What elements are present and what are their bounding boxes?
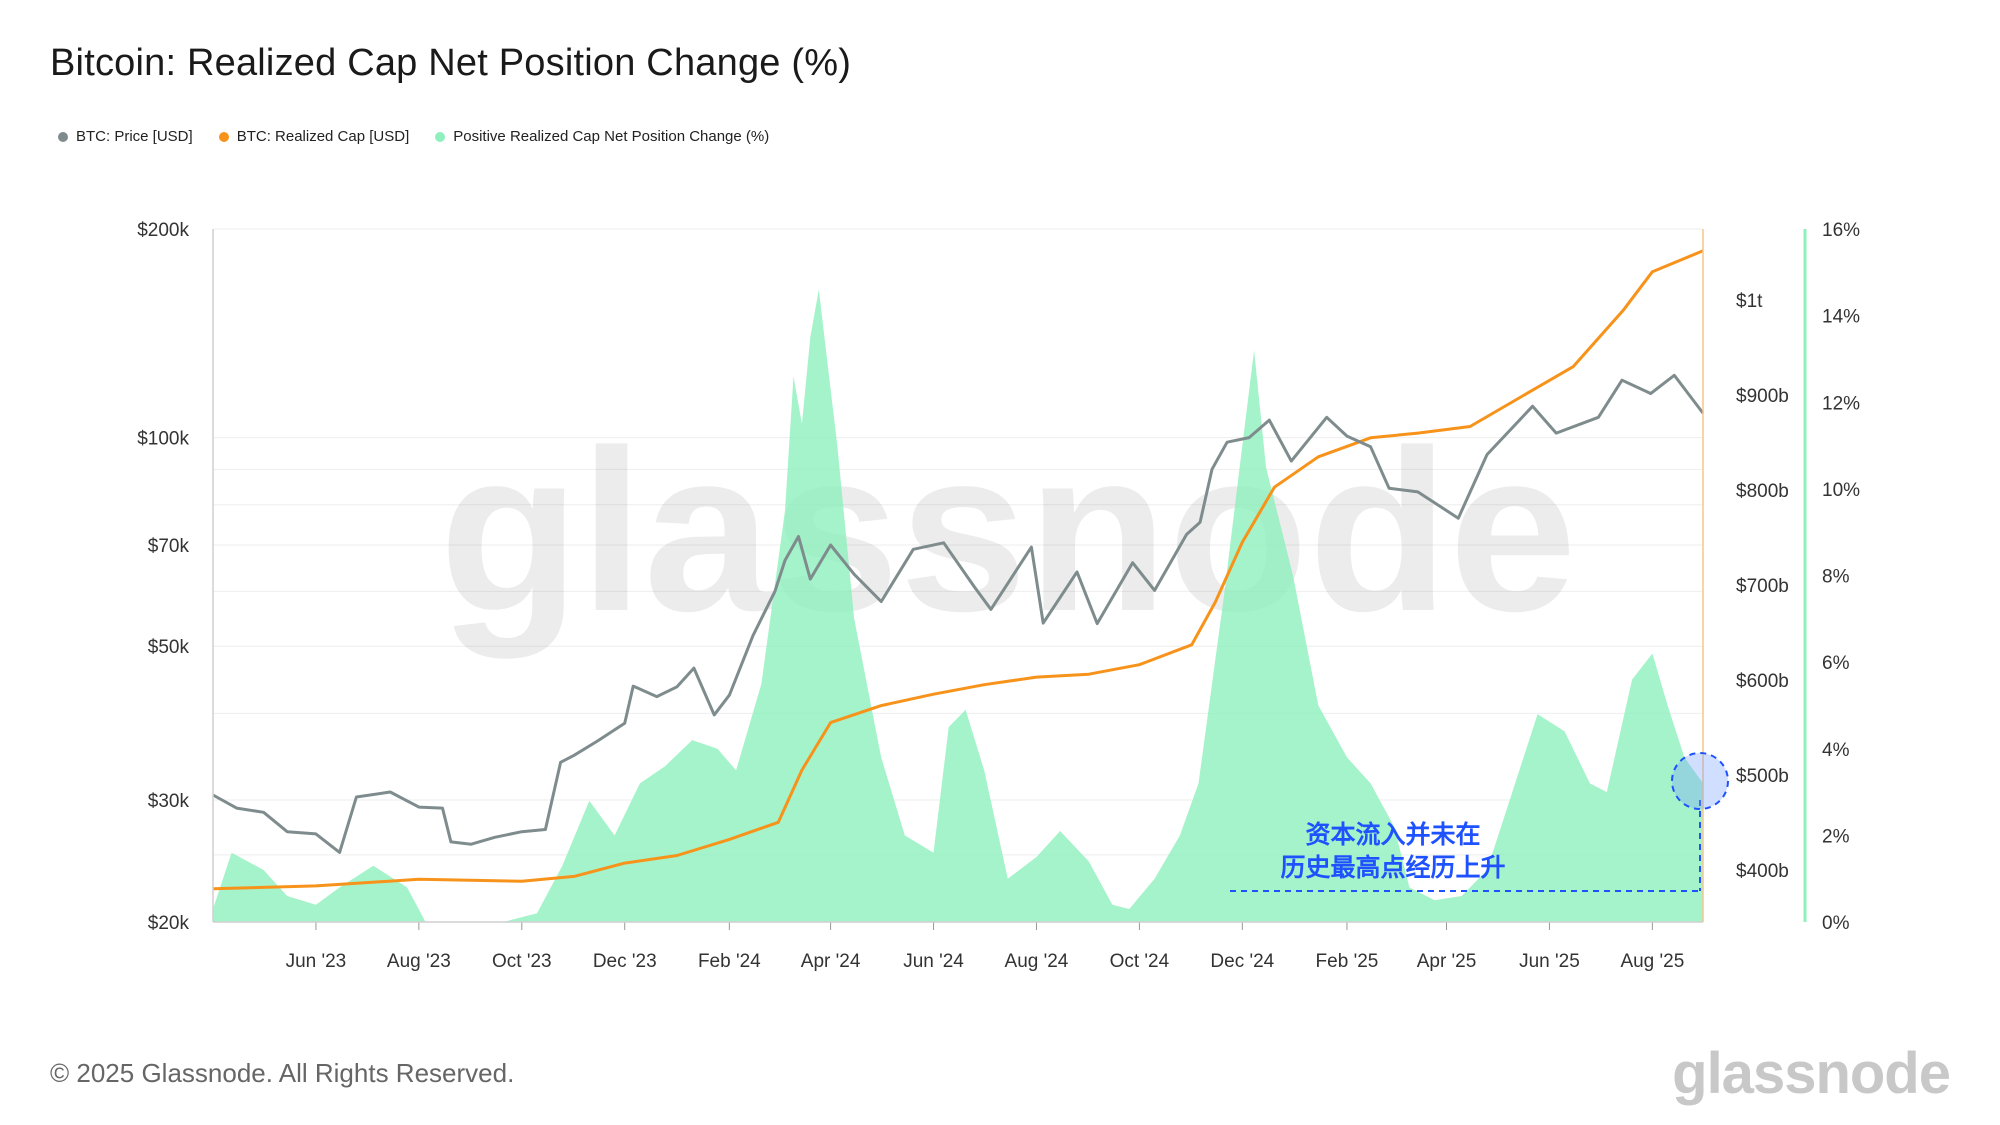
left-axis-tick-label: $20k	[148, 913, 190, 934]
x-axis-tick-label: Jun '24	[903, 951, 964, 972]
right-axis-percent-tick-label: 6%	[1822, 653, 1850, 674]
right-axis-percent-tick-label: 10%	[1822, 480, 1860, 501]
legend-marker-realized-cap	[218, 131, 229, 142]
legend-item-realized-cap[interactable]: BTC: Realized Cap [USD]	[218, 128, 410, 145]
right-axis-percent-tick-label: 2%	[1822, 826, 1850, 847]
right-axis-cap-tick-label: $800b	[1736, 481, 1789, 502]
annotation-line2: 历史最高点经历上升	[1280, 853, 1505, 882]
left-axis-tick-label: $100k	[137, 429, 189, 450]
x-axis-tick-label: Oct '23	[492, 951, 552, 972]
series-line-realized-cap	[212, 249, 1704, 891]
legend-label-realized-cap: BTC: Realized Cap [USD]	[236, 128, 410, 145]
x-axis-tick-label: Apr '24	[801, 951, 861, 972]
series-line-btc-price	[212, 373, 1705, 854]
legend-marker-price	[58, 131, 68, 142]
x-axis-tick-label: Jun '23	[286, 951, 347, 972]
copyright-footer: © 2025 Glassnode. All Rights Reserved.	[50, 1058, 515, 1088]
right-axis-cap-tick-label: $400b	[1736, 861, 1789, 882]
left-axis-tick-label: $200k	[137, 220, 189, 241]
series-area-net-position-change	[213, 289, 1703, 923]
right-axis-cap-tick-label: $1t	[1736, 291, 1763, 312]
x-axis-tick-label: Oct '24	[1110, 951, 1170, 972]
x-axis-tick-label: Aug '23	[387, 951, 451, 972]
right-axis-cap-tick-label: $700b	[1736, 576, 1789, 597]
right-axis-percent-tick-label: 4%	[1822, 740, 1850, 761]
legend-item-price[interactable]: BTC: Price [USD]	[58, 128, 193, 145]
right-axis-cap-tick-label: $900b	[1736, 386, 1789, 407]
legend-label-net-position: Positive Realized Cap Net Position Chang…	[453, 128, 770, 145]
left-axis-tick-label: $50k	[148, 637, 190, 658]
right-axis-cap-tick-label: $500b	[1736, 766, 1789, 787]
left-axis-tick-label: $30k	[148, 791, 190, 812]
annotation-group: 资本流入并未在 历史最高点经历上升	[1230, 752, 1729, 892]
axes-layer	[212, 229, 1807, 930]
net-position-area-layer	[213, 289, 1703, 923]
x-axis-tick-label: Dec '23	[593, 951, 657, 972]
x-axis-tick-label: Aug '25	[1620, 951, 1684, 972]
right-axis-percent-tick-label: 0%	[1822, 913, 1850, 934]
grid-lines	[213, 228, 1703, 923]
x-axis-tick-label: Feb '25	[1316, 951, 1379, 972]
x-axis-tick-label: Feb '24	[698, 951, 761, 972]
right-axis-percent-tick-label: 12%	[1822, 393, 1860, 414]
annotation-line1: 资本流入并未在	[1305, 820, 1480, 849]
right-axis-percent-tick-label: 8%	[1822, 567, 1850, 588]
chart-title: Bitcoin: Realized Cap Net Position Chang…	[50, 42, 852, 84]
tick-labels: $20k $30k $50k $70k $100k $200k $400b $500b $600…	[137, 220, 1860, 972]
legend-label-price: BTC: Price [USD]	[76, 128, 193, 145]
legend-item-net-position[interactable]: Positive Realized Cap Net Position Chang…	[435, 128, 769, 145]
x-axis-tick-label: Dec '24	[1210, 951, 1274, 972]
x-axis-tick-label: Aug '24	[1005, 951, 1069, 972]
right-axis-cap-tick-label: $600b	[1736, 671, 1789, 692]
annotation-highlight-circle	[1671, 752, 1729, 810]
x-axis-tick-label: Apr '25	[1417, 951, 1477, 972]
legend-marker-net-position	[435, 131, 446, 142]
line-series-layer	[212, 249, 1705, 891]
x-axis-tick-label: Jun '25	[1519, 951, 1580, 972]
right-axis-percent-tick-label: 16%	[1822, 220, 1860, 241]
brand-logo: glassnode	[1672, 1041, 1951, 1106]
legend: BTC: Price [USD] BTC: Realized Cap [USD]…	[58, 128, 769, 145]
watermark: glassnode	[439, 402, 1577, 659]
right-axis-percent-tick-label: 14%	[1822, 307, 1860, 328]
left-axis-tick-label: $70k	[148, 536, 190, 557]
